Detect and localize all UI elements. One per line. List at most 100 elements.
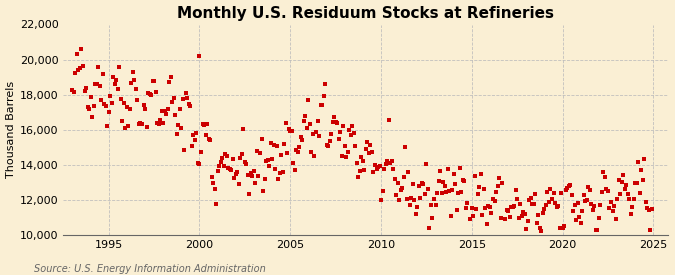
Point: [383, 117, 394, 122]
Point: [208, 180, 219, 185]
Point: [481, 221, 492, 226]
Point: [568, 208, 578, 213]
Point: [297, 138, 308, 143]
Point: [115, 97, 126, 101]
Point: [296, 135, 306, 139]
Point: [103, 109, 114, 114]
Point: [543, 199, 554, 204]
Point: [618, 173, 628, 178]
Point: [158, 121, 169, 125]
Point: [492, 184, 503, 188]
Point: [513, 216, 524, 220]
Point: [326, 132, 337, 136]
Point: [141, 125, 152, 129]
Point: [197, 121, 208, 126]
Point: [155, 118, 165, 122]
Point: [433, 178, 444, 183]
Point: [238, 127, 249, 131]
Point: [630, 181, 641, 185]
Point: [598, 170, 609, 174]
Point: [381, 159, 392, 163]
Point: [647, 206, 657, 211]
Point: [342, 150, 353, 155]
Point: [398, 175, 409, 179]
Point: [164, 79, 175, 84]
Point: [226, 168, 237, 172]
Point: [82, 104, 93, 109]
Point: [616, 180, 627, 184]
Point: [556, 191, 566, 195]
Point: [469, 174, 480, 178]
Point: [192, 161, 203, 166]
Point: [171, 132, 182, 137]
Point: [315, 103, 326, 107]
Point: [235, 156, 246, 160]
Point: [282, 150, 293, 155]
Point: [80, 86, 91, 90]
Point: [604, 206, 615, 210]
Point: [353, 175, 364, 180]
Point: [203, 137, 214, 141]
Point: [97, 72, 108, 76]
Point: [194, 162, 205, 166]
Point: [439, 184, 450, 188]
Point: [102, 123, 113, 128]
Point: [300, 114, 310, 118]
Point: [205, 138, 215, 142]
Point: [151, 89, 161, 94]
Point: [521, 227, 532, 231]
Point: [636, 168, 647, 172]
Point: [610, 217, 621, 221]
Point: [624, 197, 634, 201]
Point: [214, 164, 225, 168]
Point: [330, 119, 341, 124]
Point: [527, 202, 538, 207]
Point: [418, 182, 429, 186]
Point: [286, 128, 297, 133]
Point: [162, 107, 173, 111]
Point: [327, 120, 338, 124]
Point: [240, 160, 250, 164]
Point: [560, 188, 571, 192]
Point: [258, 189, 269, 193]
Point: [309, 154, 320, 159]
Point: [420, 192, 431, 196]
Point: [506, 205, 516, 209]
Point: [415, 196, 426, 200]
Point: [442, 166, 453, 171]
Point: [509, 204, 520, 208]
Point: [466, 206, 477, 210]
Point: [394, 198, 404, 203]
Point: [563, 184, 574, 188]
Point: [294, 145, 304, 149]
Point: [308, 132, 319, 137]
Point: [605, 200, 616, 204]
Point: [431, 191, 442, 196]
Point: [486, 210, 497, 215]
Point: [174, 106, 185, 111]
Point: [176, 125, 187, 130]
Point: [601, 187, 612, 191]
Point: [194, 54, 205, 58]
Point: [198, 123, 209, 127]
Point: [483, 204, 494, 208]
Point: [190, 138, 200, 142]
Point: [332, 120, 343, 125]
Point: [96, 98, 107, 102]
Point: [566, 193, 577, 197]
Text: Source: U.S. Energy Information Administration: Source: U.S. Energy Information Administ…: [34, 264, 265, 274]
Point: [472, 192, 483, 196]
Point: [358, 158, 369, 163]
Point: [229, 176, 240, 180]
Point: [410, 212, 421, 216]
Point: [153, 122, 164, 126]
Point: [268, 143, 279, 147]
Point: [218, 163, 229, 168]
Point: [120, 126, 131, 131]
Point: [215, 160, 226, 164]
Point: [599, 174, 610, 179]
Point: [542, 190, 553, 194]
Point: [329, 115, 340, 120]
Point: [371, 167, 382, 171]
Point: [621, 183, 632, 188]
